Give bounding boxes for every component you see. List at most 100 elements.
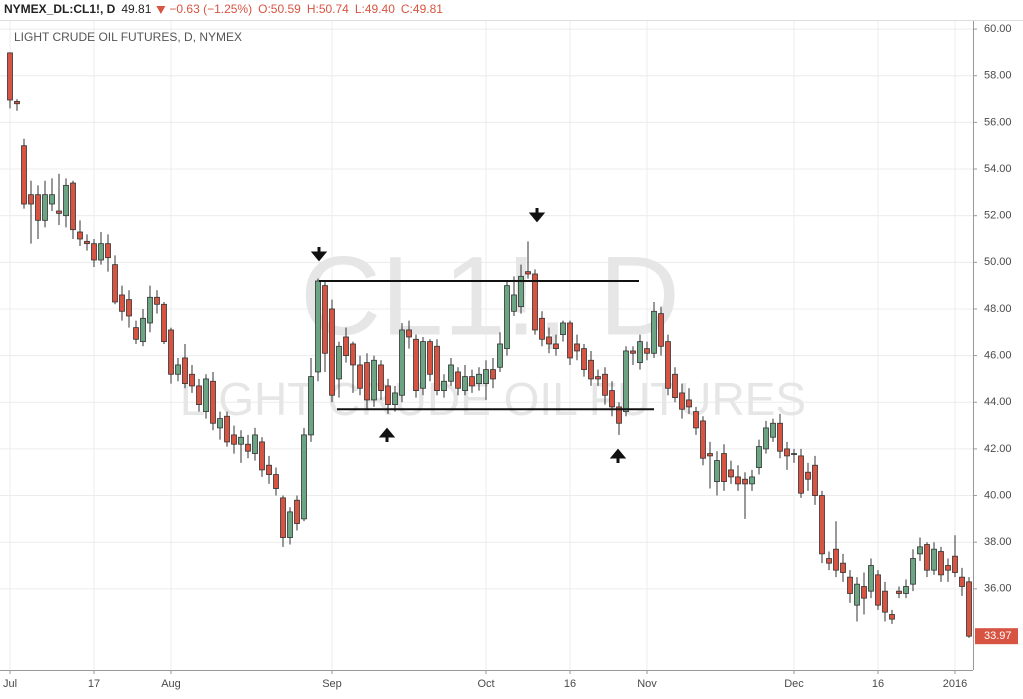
candle-body [91,243,97,261]
header-ohlc: H:50.74 [307,2,349,16]
candle-body [546,336,552,345]
candle-body [875,574,881,606]
candle-body [280,497,286,538]
candle-body [504,285,510,350]
candle-body [616,406,622,424]
candle-body [497,343,503,368]
candle-body [63,184,69,217]
candle-body [945,565,951,571]
candle-body [574,343,580,352]
candle-body [112,264,118,303]
y-tick-label: 52.00 [984,210,1012,222]
candle-body [14,100,20,105]
candle-body [742,478,748,485]
candle-body [119,294,125,312]
candle-body [910,558,916,585]
candle-body [749,476,755,485]
candle-body [630,350,636,354]
candle-body [728,469,734,478]
candle-body [287,511,293,538]
candle-body [812,464,818,496]
candle-body [84,240,90,245]
y-tick-label: 36.00 [984,583,1012,595]
candle-body [700,420,706,459]
candle-body [924,544,930,571]
candle-body [693,411,699,429]
candle-body [833,548,839,571]
candle-body [462,376,468,391]
x-tick-label: Sep [322,678,342,690]
candle-body [133,327,139,340]
candle-body [350,343,356,366]
header-ohlc: O:50.59 [258,2,301,16]
candle-body [336,345,342,380]
candle-body [826,558,832,564]
candle-body [357,364,363,389]
header-change: −0.63 (−1.25%) [169,2,252,16]
candle-body [882,590,888,613]
watermark-symbol: CL1!, D [300,234,680,359]
candle-body [378,364,384,391]
y-tick-label: 56.00 [984,116,1012,128]
x-tick-label: 16 [564,678,576,690]
candle-body [189,373,195,387]
candle-body [105,243,111,259]
candle-body [364,362,370,401]
candle-body [686,399,692,408]
candle-body [329,308,335,396]
candle-body [889,614,895,620]
arrow-down [310,247,328,262]
candle-body [637,341,643,364]
candle-body [203,378,209,412]
candle-body [868,565,874,592]
candle-body [672,373,678,398]
candle-body [28,194,34,205]
candle-body [224,415,230,443]
candle-body [77,231,83,240]
last-price-label: 33.97 [984,630,1012,642]
candle-body [98,243,104,261]
x-tick-label: Oct [477,678,494,690]
candle-body [735,476,741,485]
candle-body [707,453,713,457]
candle-body [231,434,237,445]
candle-body [560,322,566,336]
candle-body [455,371,461,389]
x-tick-label: 16 [872,678,884,690]
candle-body [266,464,272,475]
candle-body [896,590,902,594]
candle-body [952,555,958,573]
candle-body [539,317,545,340]
candle-body [371,359,377,401]
candle-body [651,310,657,354]
candle-body [903,586,909,594]
candle-body [413,338,419,391]
candle-body [917,546,923,555]
candle-body [56,210,62,214]
x-tick-label: Aug [161,678,181,690]
y-tick-label: 60.00 [984,23,1012,35]
header-symbol: NYMEX_DL:CL1!, D [4,2,116,16]
y-tick-label: 46.00 [984,350,1012,362]
candle-body [798,455,804,494]
candle-body [938,551,944,576]
candle-body [770,422,776,438]
candle-body [644,348,650,354]
candle-body [819,495,825,555]
candle-body [49,194,55,205]
candle-body [777,422,783,452]
y-tick-label: 58.00 [984,70,1012,82]
candle-body [861,586,867,599]
candle-body [490,369,496,380]
header: 49.81 −0.63 (−1.25%) O:50.59 H:50.74 L:49.40… [121,2,443,16]
x-tick-label: Dec [784,678,804,690]
candle-body [259,441,265,471]
candle-body [210,380,216,424]
candle-body [791,453,797,455]
candle-body [511,294,517,312]
candle-body [126,299,132,317]
y-tick-label: 38.00 [984,536,1012,548]
candle-body [931,548,937,571]
